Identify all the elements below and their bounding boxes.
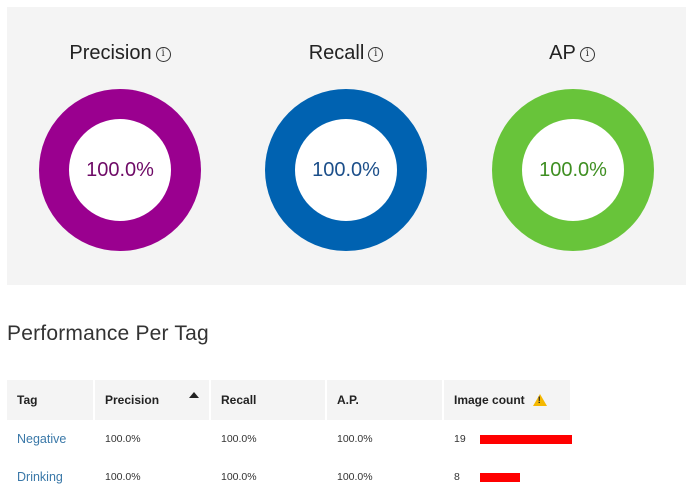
precision-metric: Precision i 100.0% bbox=[7, 7, 233, 285]
tag-cell: Drinking bbox=[7, 470, 95, 484]
recall-cell: 100.0% bbox=[221, 433, 257, 445]
header-image-count-label: Image count bbox=[454, 393, 525, 407]
header-recall-label: Recall bbox=[221, 393, 257, 407]
tag-link-negative[interactable]: Negative bbox=[17, 432, 67, 446]
header-ap-label: A.P. bbox=[337, 393, 359, 407]
info-icon[interactable]: i bbox=[155, 46, 171, 62]
precision-label: Precision bbox=[69, 42, 152, 64]
image-count-cell: 19 bbox=[444, 433, 572, 445]
header-ap[interactable]: A.P. bbox=[327, 380, 444, 420]
image-count-bar bbox=[479, 434, 572, 444]
ap-value: 100.0% bbox=[522, 119, 624, 221]
recall-label: Recall bbox=[308, 42, 365, 64]
info-icon[interactable]: i bbox=[579, 46, 595, 62]
recall-donut: 100.0% bbox=[265, 89, 427, 251]
performance-table: Tag Precision Recall A.P. Image count Ne… bbox=[7, 380, 572, 494]
image-count-bar bbox=[479, 472, 520, 482]
precision-cell: 100.0% bbox=[105, 471, 141, 483]
tag-link-drinking[interactable]: Drinking bbox=[17, 470, 63, 484]
ap-donut: 100.0% bbox=[492, 89, 654, 251]
table-header: Tag Precision Recall A.P. Image count bbox=[7, 380, 572, 420]
ap-title: AP i bbox=[459, 41, 685, 65]
recall-value: 100.0% bbox=[295, 119, 397, 221]
recall-title: Recall i bbox=[233, 41, 459, 65]
header-image-count[interactable]: Image count bbox=[444, 380, 572, 420]
image-count-cell: 8 bbox=[444, 471, 572, 483]
precision-title: Precision i bbox=[7, 41, 233, 65]
header-tag[interactable]: Tag bbox=[7, 380, 95, 420]
precision-value: 100.0% bbox=[69, 119, 171, 221]
metrics-panel: Precision i 100.0% Recall i 100.0% AP i … bbox=[7, 7, 686, 285]
header-precision[interactable]: Precision bbox=[95, 380, 211, 420]
recall-metric: Recall i 100.0% bbox=[233, 7, 459, 285]
info-icon[interactable]: i bbox=[368, 46, 384, 62]
precision-donut: 100.0% bbox=[39, 89, 201, 251]
image-count-value: 8 bbox=[454, 471, 460, 483]
tag-cell: Negative bbox=[7, 432, 95, 446]
ap-cell: 100.0% bbox=[337, 471, 373, 483]
image-count-value: 19 bbox=[454, 433, 466, 445]
header-precision-label: Precision bbox=[105, 393, 160, 407]
table-row: Negative 100.0% 100.0% 100.0% 19 bbox=[7, 420, 572, 458]
header-tag-label: Tag bbox=[17, 393, 38, 407]
ap-cell: 100.0% bbox=[337, 433, 373, 445]
header-recall[interactable]: Recall bbox=[211, 380, 327, 420]
precision-cell: 100.0% bbox=[105, 433, 141, 445]
warning-icon[interactable] bbox=[532, 394, 547, 406]
table-row: Drinking 100.0% 100.0% 100.0% 8 bbox=[7, 458, 572, 494]
section-title: Performance Per Tag bbox=[7, 322, 209, 345]
sort-ascending-icon[interactable] bbox=[189, 392, 199, 398]
ap-metric: AP i 100.0% bbox=[459, 7, 685, 285]
ap-label: AP bbox=[549, 42, 576, 64]
recall-cell: 100.0% bbox=[221, 471, 257, 483]
